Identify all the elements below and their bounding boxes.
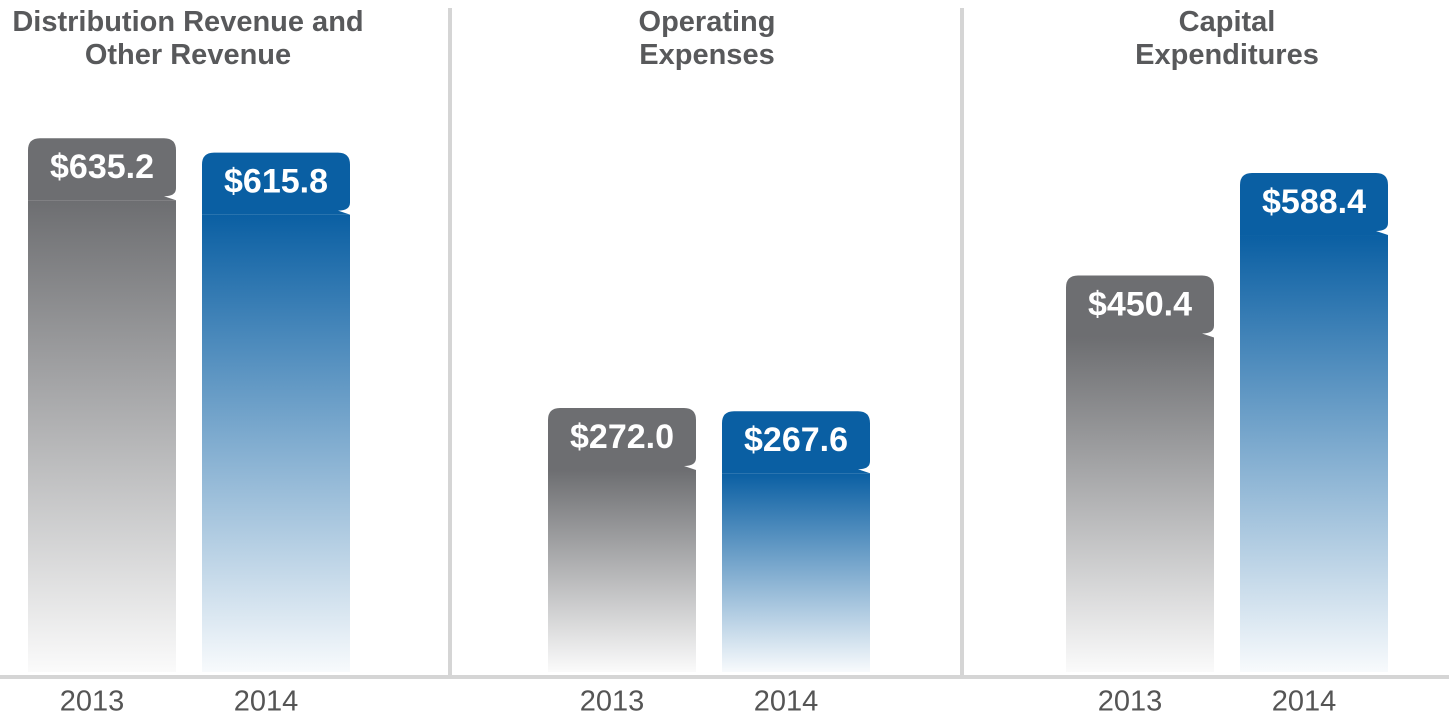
- value-label-box: [202, 152, 350, 215]
- x-tick-label: 2014: [1272, 686, 1337, 718]
- bar: [1066, 337, 1214, 672]
- x-tick-label: 2014: [234, 686, 299, 718]
- bar: [28, 200, 176, 673]
- value-label: $450.4: [1088, 285, 1192, 323]
- value-label: $267.6: [744, 421, 848, 459]
- x-tick-label: 2013: [60, 686, 125, 718]
- bar: [548, 469, 696, 672]
- value-label: $272.0: [570, 418, 674, 456]
- bar: [202, 214, 350, 672]
- value-label: $615.8: [224, 163, 328, 201]
- x-tick-label: 2014: [754, 686, 819, 718]
- value-label-box: [1066, 275, 1214, 338]
- x-tick-label: 2013: [580, 686, 645, 718]
- value-label-box: [548, 407, 696, 470]
- value-label-box: [722, 411, 870, 474]
- x-tick-label: 2013: [1098, 686, 1163, 718]
- value-label-box: [28, 138, 176, 201]
- bar: [1240, 235, 1388, 672]
- value-label: $635.2: [50, 148, 154, 186]
- value-label: $588.4: [1262, 183, 1366, 221]
- chart-title: Operating Expenses: [638, 6, 776, 71]
- bar: [722, 473, 870, 672]
- chart-title: Distribution Revenue and Other Revenue: [12, 6, 364, 71]
- chart-title: Capital Expenditures: [1135, 6, 1319, 71]
- value-label-box: [1240, 173, 1388, 236]
